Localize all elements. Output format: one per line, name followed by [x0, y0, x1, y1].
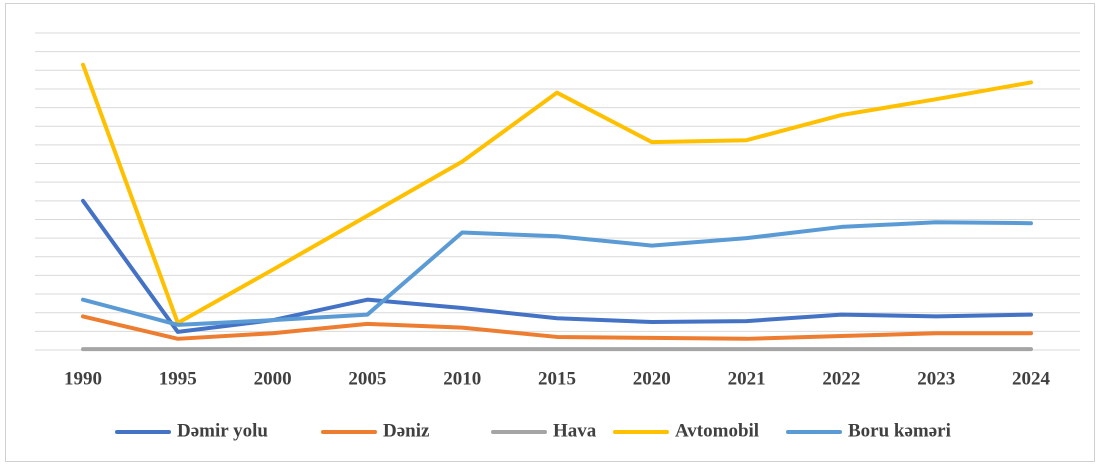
x-tick-label: 2021	[728, 368, 766, 389]
x-tick-label: 2015	[538, 368, 576, 389]
x-tick-label: 1995	[159, 368, 197, 389]
x-tick-label: 2024	[1012, 368, 1051, 389]
legend-label: Dəniz	[383, 420, 430, 441]
series-line	[81, 220, 1033, 327]
legend-label: Avtomobil	[675, 420, 759, 441]
x-tick-label: 2020	[633, 368, 671, 389]
x-tick-label: 2010	[443, 368, 481, 389]
legend-label: Dəmir yolu	[177, 420, 268, 441]
series-line	[81, 198, 1033, 334]
legend-label: Hava	[553, 420, 597, 441]
x-tick-label: 2022	[822, 368, 860, 389]
chart-border	[5, 3, 1095, 462]
x-tick-label: 2005	[348, 368, 386, 389]
series-line	[81, 314, 1033, 341]
legend-label: Boru kəməri	[848, 420, 951, 441]
x-tick-label: 2000	[254, 368, 292, 389]
series-line	[81, 62, 1033, 325]
x-tick-label: 1990	[64, 368, 102, 389]
x-tick-label: 2023	[917, 368, 955, 389]
